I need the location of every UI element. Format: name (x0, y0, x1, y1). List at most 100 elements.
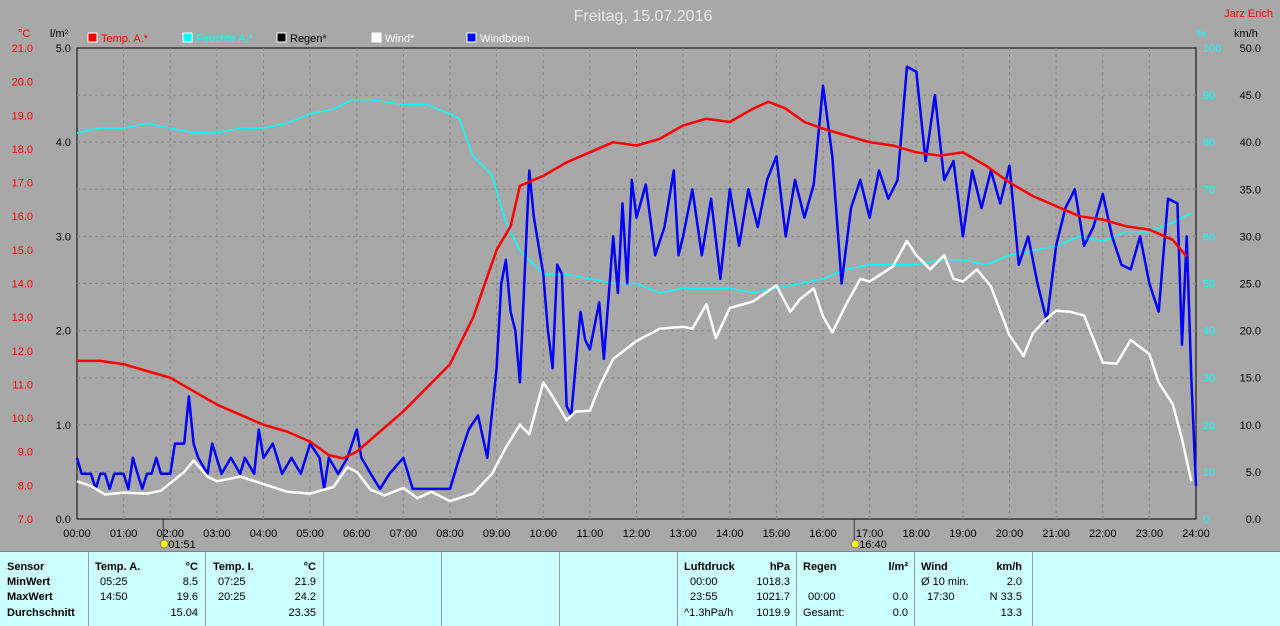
temp-i-min-value: 21.9 (294, 576, 316, 588)
chart-title: Freitag, 15.07.2016 (574, 8, 713, 25)
legend-swatch (182, 32, 193, 43)
sun-icon (159, 539, 169, 549)
rain-axis-tick: 5.0 (56, 43, 71, 55)
tick-labels: 00:00 01:00 02:00 03:00 04:00 05:00 06:00 07:00… (12, 43, 1261, 540)
temp-axis-tick: 17.0 (12, 178, 33, 190)
series-line-wind- (76, 239, 1193, 503)
column-divider (441, 552, 442, 626)
wind-unit-label: km/h (1234, 28, 1258, 40)
x-tick-label: 06:00 (343, 528, 371, 540)
sensor-header: Sensor (7, 561, 45, 573)
rain-max-value: 0.0 (892, 591, 908, 603)
wind-max-value: N 33.5 (989, 591, 1022, 603)
rain-axis-tick: 1.0 (56, 420, 71, 432)
x-tick-label: 13:00 (669, 528, 697, 540)
temp-axis-tick: 10.0 (12, 413, 33, 425)
legend-swatch (276, 32, 287, 43)
wind-axis-tick: 0.0 (1246, 514, 1261, 526)
temp-a-avg-value: 15.04 (170, 607, 198, 619)
temp-axis-tick: 15.0 (12, 245, 33, 257)
column-divider (677, 552, 678, 626)
x-tick-label: 22:00 (1089, 528, 1117, 540)
legend-swatch (87, 32, 98, 43)
x-tick-label: 21:00 (1042, 528, 1070, 540)
pressure-min-value: 1018.3 (756, 576, 790, 588)
wind-unit: km/h (996, 561, 1022, 573)
wind-avg-value: 13.3 (1000, 607, 1022, 619)
temp-axis-tick: 20.0 (12, 77, 33, 89)
pressure-unit: hPa (769, 561, 790, 573)
x-tick-label: 16:00 (809, 528, 837, 540)
rain-unit-label: l/m² (50, 28, 69, 40)
column-divider (205, 552, 206, 626)
x-tick-label: 01:00 (110, 528, 138, 540)
wind-axis-tick: 5.0 (1246, 467, 1261, 479)
wind-avg10-label: Ø 10 min. (921, 576, 969, 588)
temp-axis-tick: 19.0 (12, 110, 33, 122)
legend-swatch (371, 32, 382, 43)
rain-axis-tick: 2.0 (56, 326, 71, 338)
wind-axis-tick: 20.0 (1240, 326, 1261, 338)
temp-a-min-value: 8.5 (182, 576, 198, 588)
wind-axis-tick: 35.0 (1240, 184, 1261, 196)
humidity-axis-tick: 100 (1203, 43, 1221, 55)
humidity-axis-tick: 90 (1203, 90, 1215, 102)
x-tick-label: 23:00 (1136, 528, 1164, 540)
temp-axis-tick: 16.0 (12, 211, 33, 223)
sun-icon (850, 539, 860, 549)
grid (77, 48, 1196, 519)
rain-total-value: 0.0 (892, 607, 908, 619)
rain-axis-tick: 3.0 (56, 231, 71, 243)
temp-axis-tick: 8.0 (18, 480, 33, 492)
x-tick-label: 18:00 (902, 528, 930, 540)
rain-total-label: Gesamt: (803, 607, 845, 619)
legend-label: Temp. A.* (101, 33, 149, 45)
rain-max-time: 00:00 (808, 591, 836, 603)
column-divider (88, 552, 89, 626)
author-label: Jarz Erich (1224, 8, 1273, 20)
row-label-min: MinWert (7, 576, 51, 588)
temp-axis-tick: 7.0 (18, 514, 33, 526)
row-label-max: MaxWert (7, 591, 53, 603)
legend-swatch (466, 32, 477, 43)
temp-axis-tick: 18.0 (12, 144, 33, 156)
x-tick-label: 19:00 (949, 528, 977, 540)
column-divider (914, 552, 915, 626)
temp-axis-tick: 9.0 (18, 447, 33, 459)
pressure-min-time: 00:00 (690, 576, 718, 588)
wind-axis-tick: 40.0 (1240, 137, 1261, 149)
temp-unit-label: °C (18, 28, 30, 40)
pressure-title: Luftdruck (684, 561, 735, 573)
temp-axis-tick: 12.0 (12, 346, 33, 358)
temp-axis-tick: 11.0 (12, 379, 33, 391)
column-divider (796, 552, 797, 626)
temp-i-max-time: 20:25 (218, 591, 246, 603)
temp-a-unit: °C (185, 561, 198, 573)
x-tick-label: 20:00 (996, 528, 1024, 540)
temp-axis-tick: 21.0 (12, 43, 33, 55)
legend-label: Regen* (290, 33, 327, 45)
humidity-axis-tick: 0 (1203, 514, 1209, 526)
humidity-axis-tick: 60 (1203, 231, 1215, 243)
wind-title: Wind (921, 561, 948, 573)
temp-i-title: Temp. I. (213, 561, 254, 573)
pressure-max-time: 23:55 (690, 591, 718, 603)
humidity-axis-tick: 70 (1203, 184, 1215, 196)
x-tick-label: 10:00 (529, 528, 557, 540)
weather-chart: 00:00 01:00 02:00 03:00 04:00 05:00 06:00 07:00… (11, 8, 1273, 551)
x-tick-label: 11:00 (577, 528, 604, 540)
temp-a-max-time: 14:50 (100, 591, 128, 603)
legend-label: Feuchte A.* (196, 33, 254, 45)
humidity-axis-tick: 40 (1203, 326, 1215, 338)
temp-i-max-value: 24.2 (294, 591, 316, 603)
pressure-avg-value: 1019.9 (756, 607, 790, 619)
temp-axis-tick: 14.0 (12, 279, 33, 291)
humidity-unit-label: % (1196, 28, 1206, 40)
temp-a-title: Temp. A. (95, 561, 141, 573)
x-tick-label: 04:00 (250, 528, 278, 540)
x-tick-label: 07:00 (390, 528, 418, 540)
legend-label: Wind* (385, 33, 415, 45)
humidity-axis-tick: 10 (1203, 467, 1215, 479)
temp-i-avg-value: 23.35 (288, 607, 316, 619)
temp-i-min-time: 07:25 (218, 576, 246, 588)
